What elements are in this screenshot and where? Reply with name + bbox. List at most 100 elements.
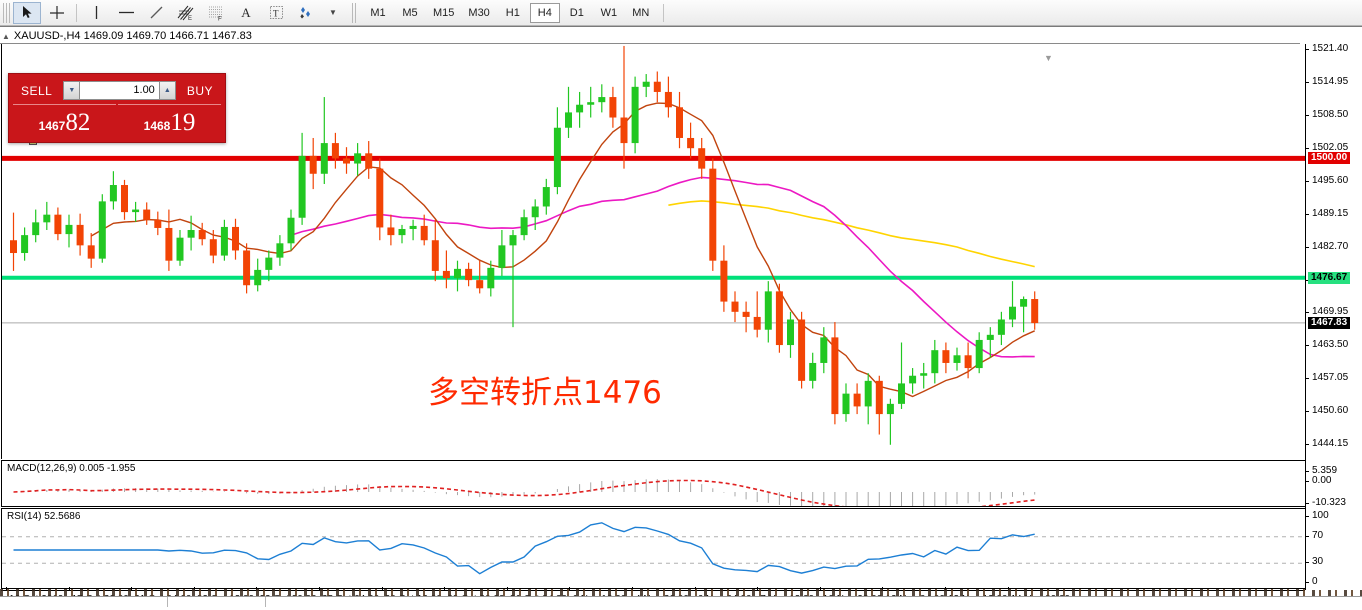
candlestick	[898, 342, 905, 409]
price-level-label-red: 1500.00	[1308, 152, 1351, 165]
rsi-axis-tick: 0	[1306, 577, 1318, 587]
candlestick-canvas	[2, 45, 1305, 445]
candlestick	[309, 137, 317, 190]
candlestick	[875, 375, 883, 435]
sell-button[interactable]: SELL	[21, 83, 53, 98]
volume-input[interactable]: 1.00	[80, 81, 159, 100]
candlestick	[720, 245, 728, 312]
chevron-up-icon[interactable]: ▲	[158, 81, 176, 100]
candlestick	[343, 147, 350, 174]
price-tick: 1489.15	[1306, 208, 1348, 219]
bid-small-digits: 82	[65, 109, 91, 136]
toolbar-separator-2	[662, 3, 664, 22]
chevron-down-icon[interactable]: ▼	[1044, 53, 1053, 63]
rsi-canvas	[2, 522, 1305, 575]
candlestick	[986, 327, 994, 358]
price-axis[interactable]: 1521.40 1514.95 1508.50 1502.05 1495.60 1489.…	[1305, 44, 1362, 590]
horizontal-scroll-strip[interactable]	[0, 589, 1362, 596]
candlestick	[531, 199, 539, 231]
candlestick	[232, 218, 239, 260]
candlestick	[565, 86, 572, 138]
candlestick	[664, 76, 672, 118]
macd-pane[interactable]: MACD(12,26,9) 0.005 -1.955	[1, 460, 1305, 507]
rsi-axis-tick: 100	[1306, 511, 1329, 521]
ma-yellow-line	[668, 200, 1035, 268]
macd-canvas	[13, 479, 1036, 506]
candlestick	[21, 227, 29, 261]
candlestick	[420, 214, 428, 246]
candlestick	[775, 283, 783, 353]
candlestick	[642, 74, 650, 98]
candlestick	[742, 301, 750, 333]
candlestick	[320, 97, 328, 184]
period-m1[interactable]: M1	[370, 6, 386, 19]
svg-text:T: T	[273, 9, 279, 19]
objects-dropdown-icon[interactable]: ▼	[329, 8, 337, 17]
ask-price[interactable]: 1468 19	[118, 104, 221, 136]
candlestick	[176, 230, 184, 266]
period-d1[interactable]: D1	[569, 6, 584, 19]
price-tick: 1514.95	[1306, 76, 1348, 87]
candlestick	[509, 230, 517, 328]
svg-text:E: E	[188, 16, 192, 21]
trendline-icon[interactable]	[142, 2, 170, 24]
equidistant-channel-icon[interactable]: E	[172, 2, 200, 24]
period-m30[interactable]: M30	[468, 6, 490, 19]
candlestick	[886, 398, 894, 445]
price-tick: 1521.40	[1306, 44, 1348, 54]
bid-price[interactable]: 1467 82	[13, 104, 116, 136]
objects-icon[interactable]	[292, 2, 320, 24]
status-segment-2	[168, 597, 266, 607]
candlestick	[398, 224, 406, 244]
chevron-down-icon[interactable]: ▼	[63, 81, 81, 100]
toolbar-grip[interactable]	[3, 2, 10, 23]
candlestick	[209, 230, 217, 264]
price-pane[interactable]	[1, 44, 1305, 459]
period-h1[interactable]: H1	[505, 6, 520, 19]
candlestick	[454, 260, 461, 292]
candlestick	[520, 209, 528, 241]
macd-signal-line	[13, 479, 1035, 506]
rsi-pane[interactable]: RSI(14) 52.5686	[1, 508, 1305, 589]
cursor-icon[interactable]	[13, 1, 41, 24]
candlestick	[809, 352, 817, 389]
candlestick	[165, 209, 173, 271]
candlestick	[87, 233, 95, 268]
fibonacci-retracement-icon[interactable]: F	[202, 2, 230, 24]
text-label-icon[interactable]: T	[262, 2, 290, 24]
ma-magenta-line	[290, 176, 1035, 358]
ask-big-digits: 1468	[143, 119, 171, 133]
candlestick	[542, 178, 550, 215]
price-level-label-green: 1476.67	[1308, 271, 1351, 284]
candlestick	[587, 86, 595, 118]
candlestick	[287, 209, 295, 251]
candlestick	[864, 373, 872, 425]
price-tick: 1508.50	[1306, 109, 1348, 120]
crosshair-icon[interactable]	[43, 2, 71, 24]
horizontal-line-icon[interactable]	[112, 2, 140, 24]
period-w1[interactable]: W1	[600, 6, 618, 19]
volume-stepper[interactable]: ▼ 1.00 ▲	[63, 81, 176, 100]
period-h4[interactable]: H4	[529, 2, 560, 23]
period-mn[interactable]: MN	[632, 6, 650, 19]
candlestick	[476, 260, 484, 294]
period-toolbar-grip[interactable]	[352, 2, 358, 23]
price-tick: 1469.95	[1306, 307, 1348, 317]
period-m5[interactable]: M5	[402, 6, 418, 19]
candlestick	[198, 222, 206, 246]
buy-button[interactable]: BUY	[186, 83, 213, 98]
text-icon[interactable]: A	[241, 4, 251, 20]
symbol-info-text: XAUUSD-,H4 1469.09 1469.70 1466.71 1467.…	[13, 30, 252, 42]
candlestick	[787, 311, 794, 358]
candlestick	[631, 76, 639, 154]
period-m15[interactable]: M15	[433, 6, 455, 19]
candlestick	[798, 311, 806, 389]
candlestick	[65, 214, 73, 248]
candlestick	[709, 158, 717, 271]
one-click-trading-panel[interactable]: SELL ▼ 1.00 ▲ BUY 1467 82 1468 19	[8, 73, 226, 143]
macd-axis-tick: 5.359	[1306, 466, 1337, 476]
vertical-line-icon[interactable]	[82, 2, 110, 24]
candlestick	[354, 143, 362, 176]
status-segment-1	[0, 597, 168, 607]
candlestick	[143, 202, 151, 225]
